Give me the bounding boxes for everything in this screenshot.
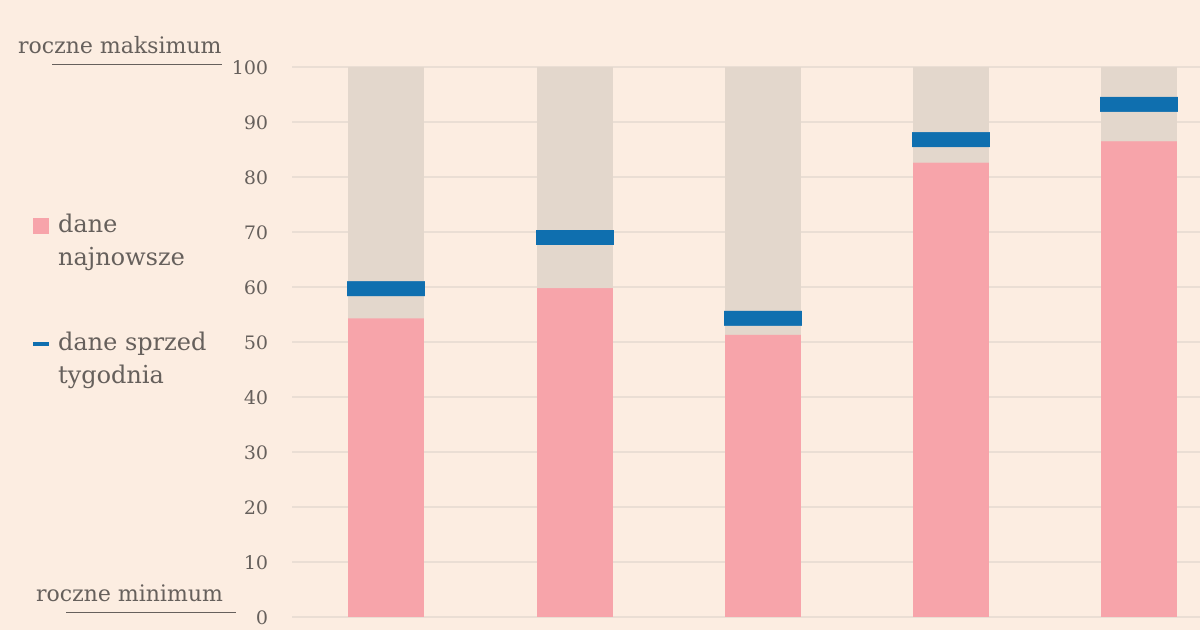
y-tick-label: 80 bbox=[244, 167, 268, 189]
y-tick-label: 40 bbox=[244, 387, 268, 409]
week-ago-marker bbox=[912, 132, 990, 148]
y-tick-label: 0 bbox=[256, 607, 268, 629]
legend-label-latest: dane najnowsze bbox=[58, 210, 185, 271]
legend-swatch-week-ago bbox=[33, 342, 49, 346]
annual-max-underline bbox=[52, 64, 222, 65]
legend-label-week-ago: dane sprzed tygodnia bbox=[58, 328, 207, 389]
week-ago-marker bbox=[536, 230, 614, 245]
y-tick-label: 30 bbox=[244, 442, 268, 464]
y-tick-label: 90 bbox=[244, 112, 268, 134]
latest-bar bbox=[537, 288, 613, 617]
y-tick-label: 50 bbox=[244, 332, 268, 354]
week-ago-marker bbox=[1100, 96, 1178, 112]
legend-swatch-latest bbox=[33, 218, 49, 234]
latest-bar bbox=[913, 162, 989, 617]
y-tick-label: 60 bbox=[244, 277, 268, 299]
latest-bar bbox=[348, 318, 424, 617]
y-tick-label: 10 bbox=[244, 552, 268, 574]
latest-bar bbox=[1101, 141, 1177, 617]
annual-max-label: roczne maksimum bbox=[18, 34, 222, 59]
week-ago-marker bbox=[347, 281, 425, 297]
y-tick-label: 70 bbox=[244, 222, 268, 244]
annual-min-label: roczne minimum bbox=[36, 582, 223, 607]
latest-bar bbox=[725, 334, 801, 617]
week-ago-marker bbox=[724, 310, 802, 326]
y-tick-label: 100 bbox=[232, 57, 268, 79]
annual-min-underline bbox=[66, 612, 236, 613]
y-tick-label: 20 bbox=[244, 497, 268, 519]
